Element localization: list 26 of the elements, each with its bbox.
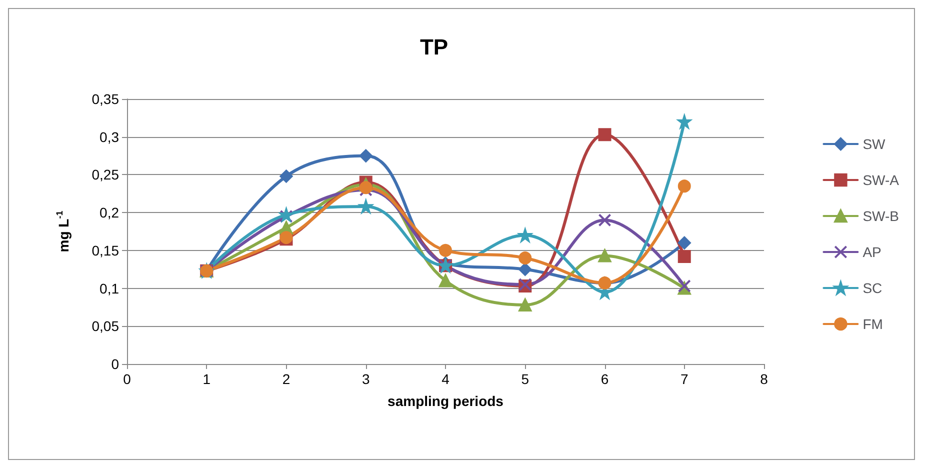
legend-label: FM (862, 316, 883, 332)
chart-title: TP (420, 34, 448, 60)
x-tick-label: 3 (362, 371, 370, 387)
legend-label: SW-B (862, 208, 900, 224)
legend-label: SW-A (862, 172, 900, 188)
y-tick-label: 0,05 (92, 318, 120, 334)
x-tick-label: 4 (442, 371, 450, 387)
y-tick-label: 0,35 (92, 91, 120, 107)
legend-label: AP (862, 244, 882, 260)
y-tick-label: 0,1 (100, 280, 120, 296)
y-tick-label: 0 (111, 356, 120, 372)
y-tick-label: 0,25 (92, 166, 120, 183)
x-tick-label: 6 (600, 371, 609, 387)
x-tick-label: 2 (282, 371, 290, 387)
y-axis-title: mg L-1 (54, 210, 72, 252)
x-tick-label: 0 (123, 371, 132, 387)
x-tick-label: 5 (521, 371, 530, 387)
y-tick-label: 0,15 (92, 242, 120, 258)
x-tick-label: 7 (680, 371, 688, 387)
y-tick-label: 0,2 (100, 204, 120, 221)
y-tick-label: 0,3 (100, 128, 120, 145)
x-tick-label: 1 (202, 371, 211, 387)
x-tick-label: 8 (760, 371, 768, 387)
legend-label: SC (862, 280, 882, 296)
x-axis-title: sampling periods (388, 393, 504, 409)
legend-label: SW (862, 136, 886, 152)
